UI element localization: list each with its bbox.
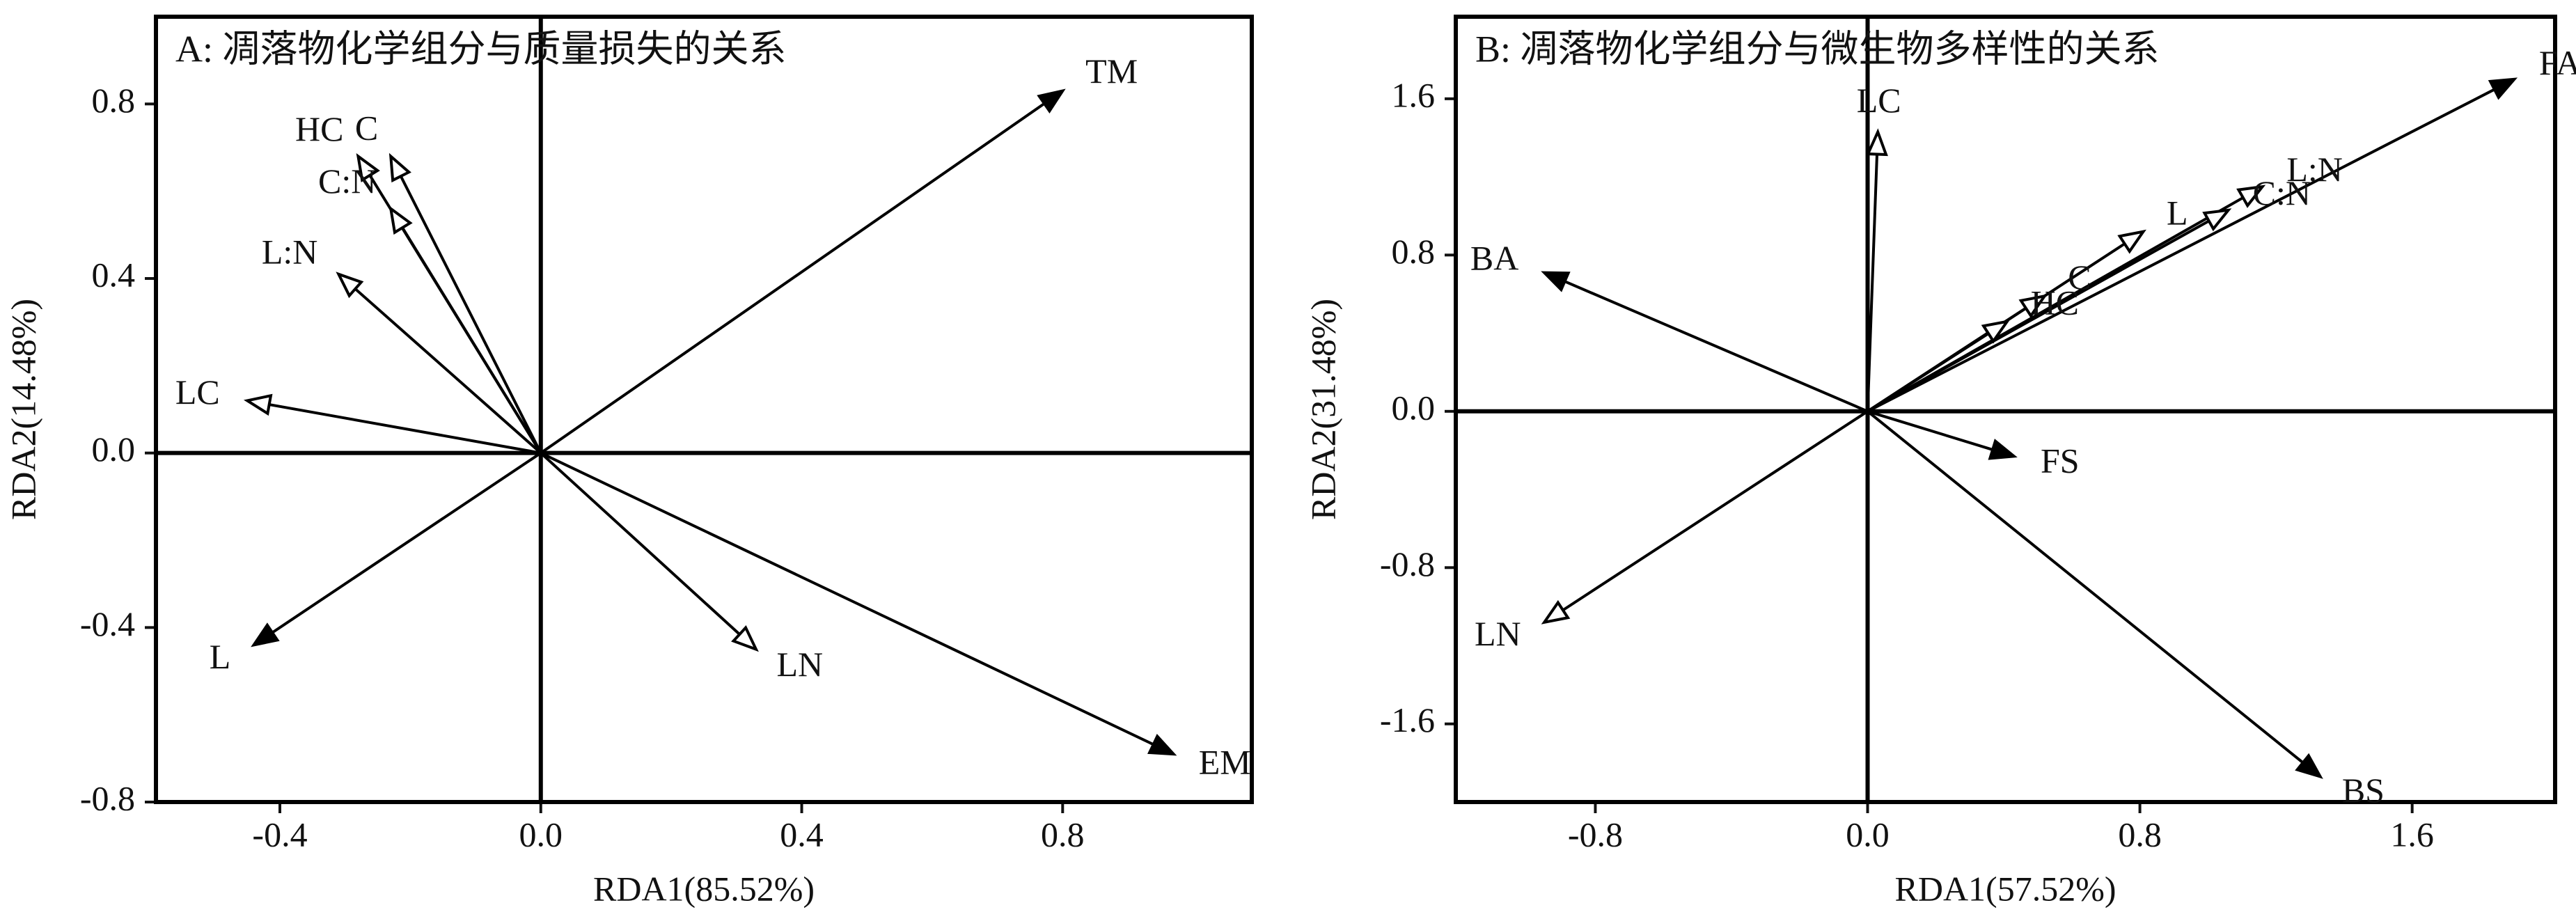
y-tick-label: 1.6 xyxy=(1392,75,1436,114)
y-tick-label: -1.6 xyxy=(1380,700,1435,739)
vector-arrow xyxy=(540,452,741,636)
x-axis-label: RDA1(57.52%) xyxy=(1894,869,2116,908)
y-tick-label: -0.8 xyxy=(80,778,135,817)
arrow-head xyxy=(1147,734,1177,756)
vector-arrow xyxy=(1866,154,1879,411)
chart-title: A: 凋落物化学组分与质量损失的关系 xyxy=(175,28,787,70)
arrow-head xyxy=(1541,599,1571,625)
x-tick-label: 0.8 xyxy=(2118,815,2162,854)
y-axis-label: RDA2(14.48%) xyxy=(3,299,42,520)
arrow-head xyxy=(2018,294,2048,319)
arrow-head xyxy=(1981,319,2011,344)
vector-label: LC xyxy=(175,372,220,411)
arrow-head xyxy=(1541,271,1571,292)
vector-label: C xyxy=(355,108,378,147)
vector-label: C xyxy=(2068,258,2091,297)
x-tick-label: 0.0 xyxy=(1846,815,1890,854)
arrow-head xyxy=(1988,439,2018,460)
y-tick-label: 0.4 xyxy=(92,255,136,294)
vector-label: BS xyxy=(2342,771,2385,810)
plot-frame xyxy=(1454,15,2557,804)
arrow-head xyxy=(336,272,364,299)
vector-label: TM xyxy=(1085,52,1138,91)
y-tick-label: -0.8 xyxy=(1380,544,1435,583)
vector-label: FA xyxy=(2539,43,2576,82)
y-tick-label: 0.0 xyxy=(92,430,136,469)
vector-label: L:N xyxy=(2286,150,2343,189)
vector-arrow xyxy=(1564,280,1869,413)
vector-label: HC xyxy=(295,109,343,148)
arrow-head xyxy=(731,625,759,652)
vector-label: C:N xyxy=(2253,173,2311,212)
vector-arrow xyxy=(269,403,542,455)
arrow-head xyxy=(2236,184,2266,208)
vector-arrow xyxy=(354,288,542,455)
vector-label: L:N xyxy=(262,233,318,272)
vector-label: L xyxy=(2167,193,2188,232)
vector-arrow xyxy=(272,452,542,634)
vector-label: FS xyxy=(2041,441,2080,480)
vector-label: LN xyxy=(777,645,824,684)
vector-label: LC xyxy=(1857,81,1901,120)
vector-arrow xyxy=(540,102,1046,455)
vector-arrow xyxy=(1867,219,2210,413)
x-tick-label: -0.4 xyxy=(252,815,307,854)
vector-arrow xyxy=(1562,410,1869,612)
arrow-head xyxy=(2202,208,2232,232)
x-tick-label: 0.4 xyxy=(780,815,824,854)
x-tick-label: 0.8 xyxy=(1041,815,1085,854)
arrow-head xyxy=(2295,753,2323,779)
vector-label: C:N xyxy=(318,162,376,201)
x-tick-label: -0.8 xyxy=(1568,815,1623,854)
panel: -0.4 0.0 0.4 0.8 -0.8 -0.4 0.0 0.4 0.8 A: 凋落物化学组分… xyxy=(3,15,1254,908)
arrow-head xyxy=(356,153,380,182)
vector-arrow xyxy=(1867,409,1993,451)
vector-arrow xyxy=(1867,332,1990,413)
arrow-head xyxy=(2117,229,2146,254)
vector-arrow xyxy=(399,175,542,454)
arrow-head xyxy=(243,393,273,416)
arrow-head xyxy=(2488,77,2518,100)
arrow-head xyxy=(1037,88,1066,114)
vector-arrow xyxy=(1867,410,2304,764)
arrow-head xyxy=(1865,128,1888,157)
x-axis-label: RDA1(85.52%) xyxy=(593,869,815,908)
y-tick-label: 0.0 xyxy=(1392,388,1436,427)
vector-label: LN xyxy=(1475,614,1521,653)
vector-arrow xyxy=(1867,88,2495,413)
x-tick-label: 0.0 xyxy=(519,815,563,854)
panel: -0.8 0.0 0.8 1.6 -1.6 -0.8 0.0 0.8 1.6 B: 凋落物化学组分… xyxy=(1303,15,2576,908)
chart-title: B: 凋落物化学组分与微生物多样性的关系 xyxy=(1475,28,2160,70)
arrow-head xyxy=(388,205,413,235)
y-axis-label: RDA2(31.48%) xyxy=(1303,299,1342,520)
vector-label: EM xyxy=(1199,743,1251,782)
y-tick-label: -0.4 xyxy=(80,604,135,643)
y-tick-label: 0.8 xyxy=(1392,232,1436,271)
arrow-head xyxy=(251,622,280,647)
vector-arrow xyxy=(540,451,1154,746)
y-tick-label: 0.8 xyxy=(92,81,136,120)
vector-arrow xyxy=(401,226,542,454)
x-tick-label: 1.6 xyxy=(2390,815,2434,854)
vector-label: L xyxy=(210,637,231,676)
plot-frame xyxy=(154,15,1254,804)
vector-label: HC xyxy=(2031,283,2079,322)
arrow-head xyxy=(388,152,411,183)
vector-label: BA xyxy=(1470,238,1518,277)
